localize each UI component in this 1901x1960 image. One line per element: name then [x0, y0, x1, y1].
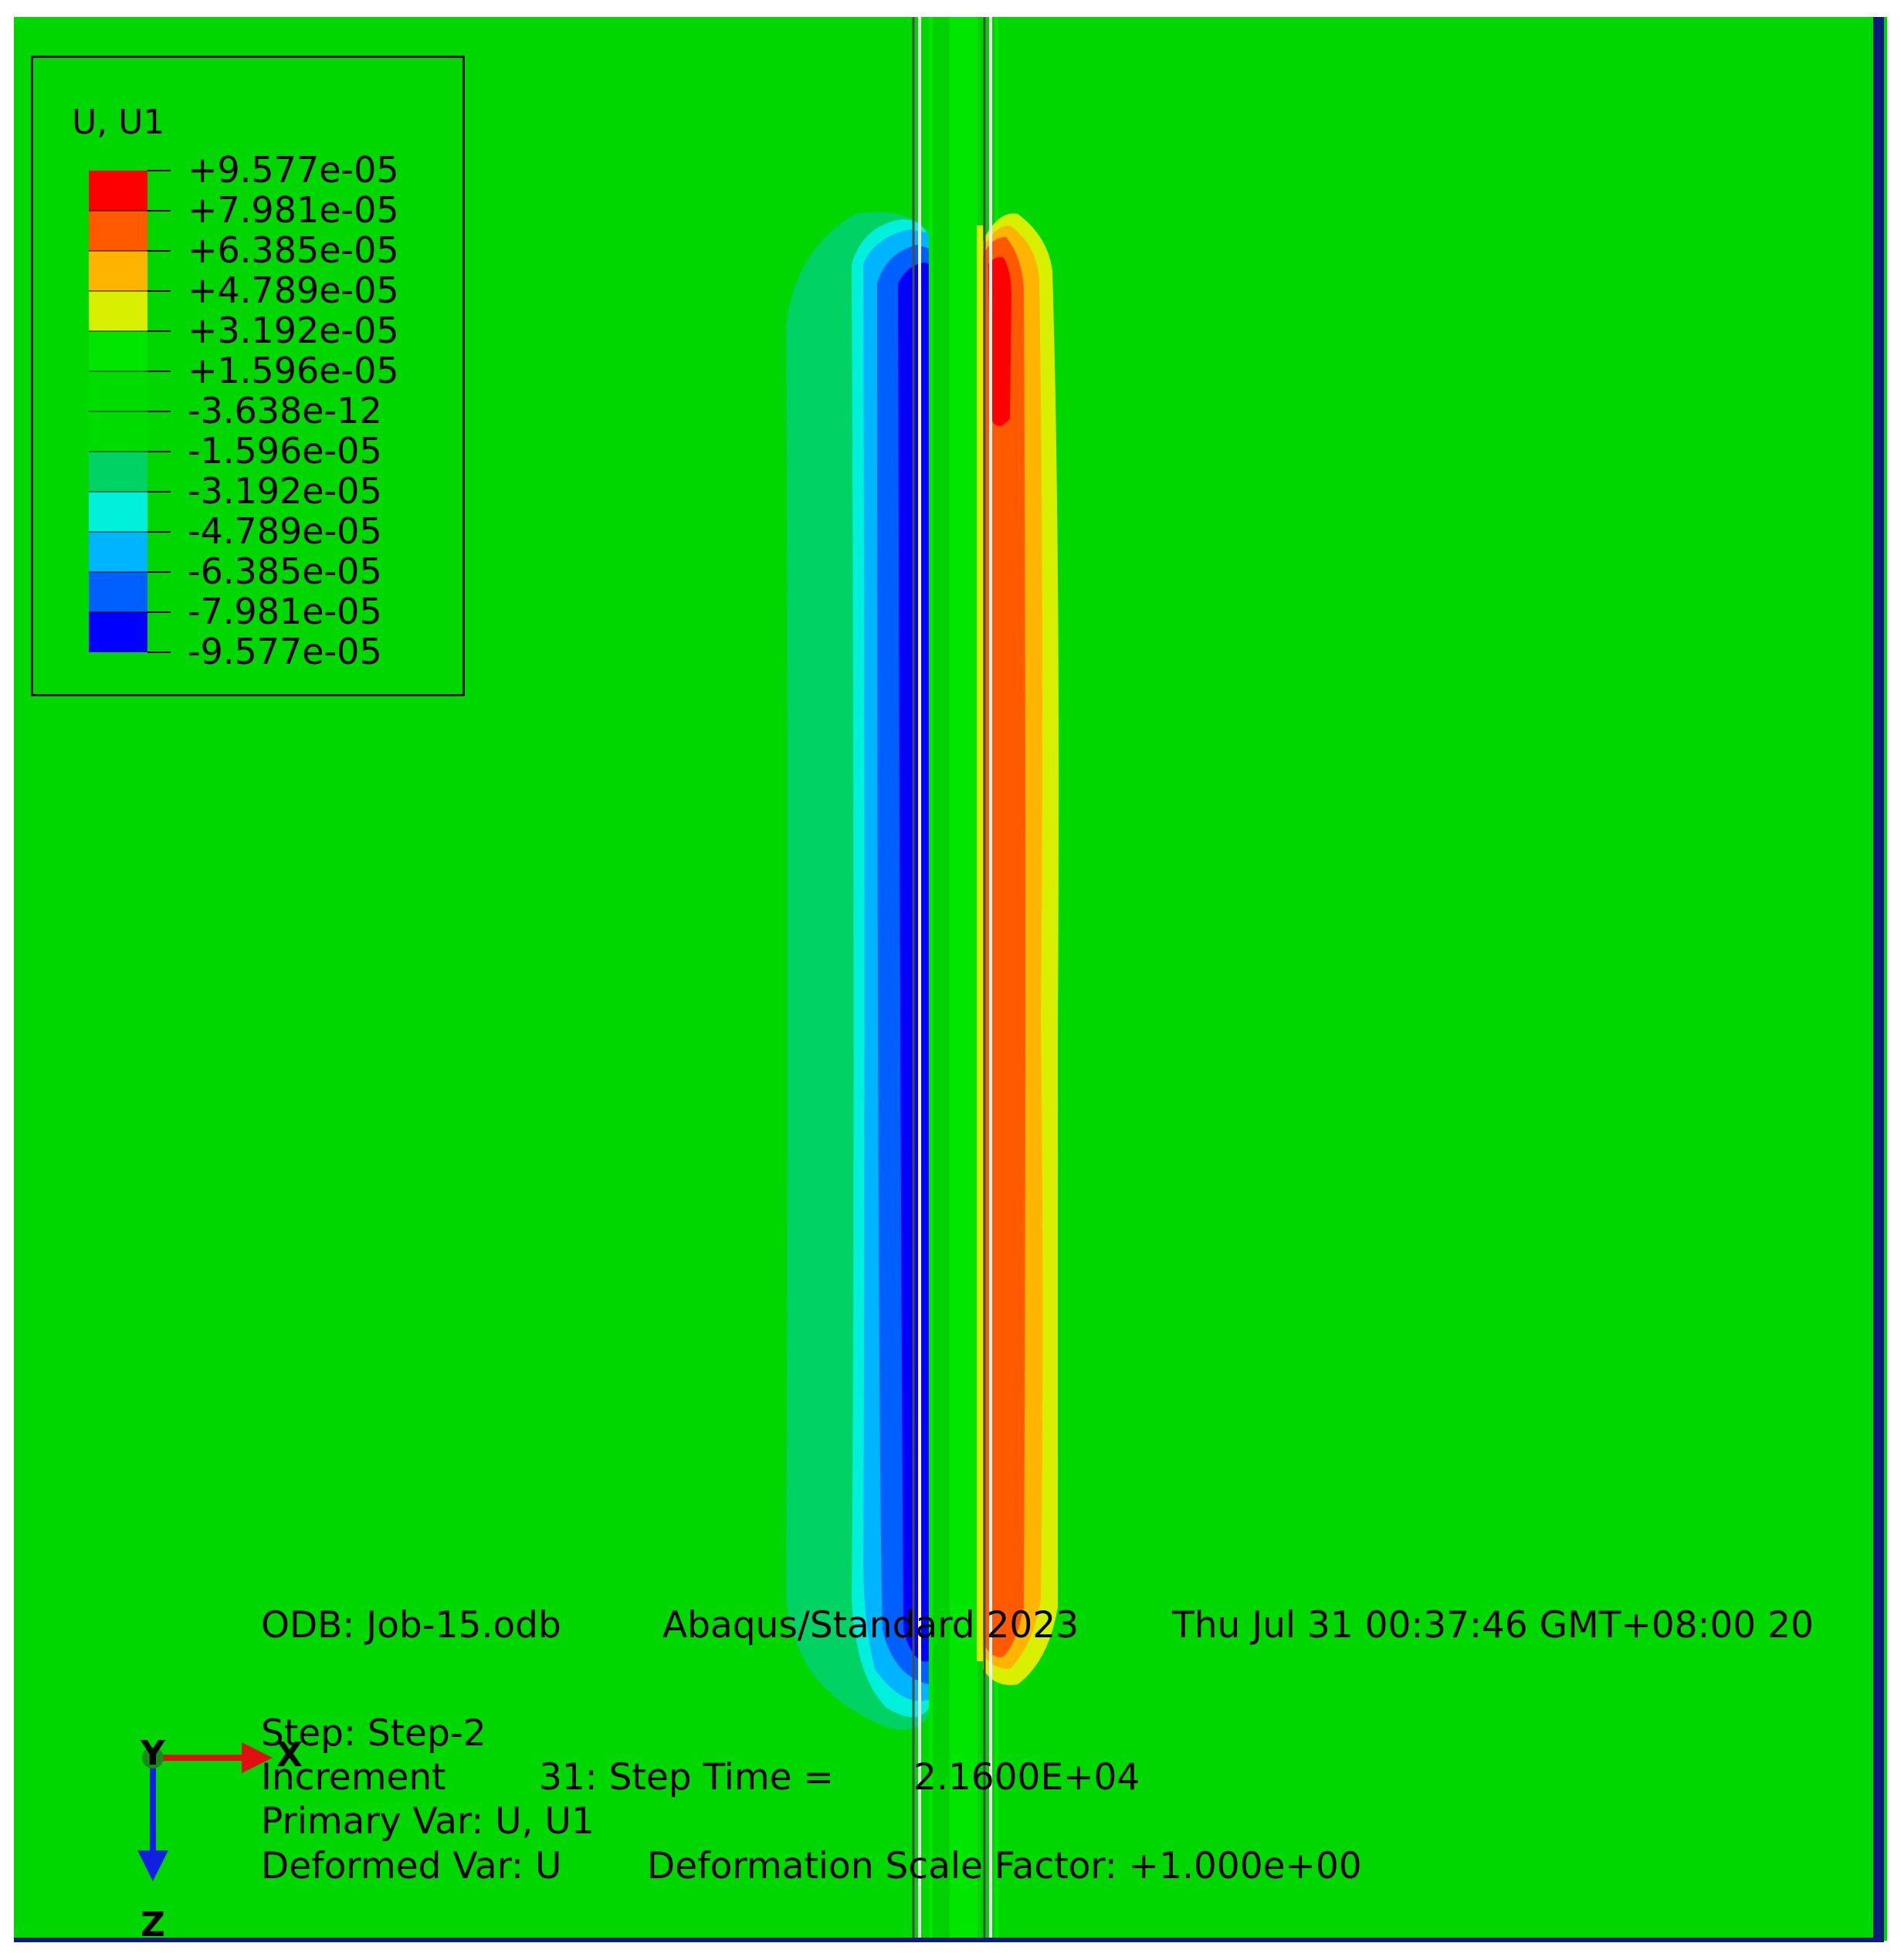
legend-tick: [147, 451, 171, 452]
x-axis-arrowhead: [242, 1742, 273, 1773]
center-shade-left: [933, 17, 950, 1941]
info-step: Step: Step-2: [261, 1712, 486, 1755]
legend-tick: [147, 250, 171, 252]
legend-tick: [147, 330, 171, 332]
viewport-right-border: [1873, 17, 1884, 1941]
legend-level-label: -9.577e-05: [188, 631, 382, 672]
legend-tick: [147, 411, 171, 412]
legend-level-label: -3.638e-12: [188, 390, 382, 432]
legend-separator: [89, 371, 147, 372]
legend-level-label: +9.577e-05: [188, 149, 399, 191]
legend-separator: [89, 611, 147, 613]
contour-band-pos-4: [988, 257, 1011, 426]
info-step-time: 2.1600E+04: [913, 1756, 1140, 1799]
info-odb: ODB: Job-15.odb: [261, 1604, 561, 1647]
info-increment-label: Increment: [261, 1756, 446, 1799]
legend-swatch: [89, 251, 147, 291]
contour-band-yellow-strip: [977, 225, 983, 1661]
legend-swatch: [89, 211, 147, 251]
legend-swatch: [89, 171, 147, 211]
legend-swatch: [89, 572, 147, 612]
info-increment-value: 31: Step Time =: [539, 1756, 834, 1799]
legend-tick: [147, 290, 171, 292]
legend-swatch: [89, 411, 147, 452]
info-datetime: Thu Jul 31 00:37:46 GMT+08:00 20: [1172, 1604, 1814, 1647]
info-scale-factor: Deformation Scale Factor: +1.000e+00: [647, 1845, 1362, 1887]
legend-level-label: -6.385e-05: [188, 550, 382, 592]
legend-separator: [89, 210, 147, 212]
legend-level-label: +4.789e-05: [188, 269, 399, 311]
legend-swatch: [89, 612, 147, 652]
legend-separator: [89, 411, 147, 412]
legend-swatch: [89, 492, 147, 532]
triad-arrows: [137, 1742, 273, 1881]
x-axis-label: X: [276, 1735, 303, 1775]
legend-swatch: [89, 291, 147, 331]
legend-separator: [89, 491, 147, 493]
legend-level-label: +3.192e-05: [188, 310, 399, 351]
legend-level-label: -4.789e-05: [188, 510, 382, 552]
legend-tick: [147, 491, 171, 493]
legend-level-label: -7.981e-05: [188, 591, 382, 632]
contour-band-pos-3: [983, 237, 1025, 1657]
legend-separator: [89, 250, 147, 252]
legend-tick: [147, 652, 171, 653]
legend-tick: [147, 210, 171, 212]
legend-tick: [147, 371, 171, 372]
viewport[interactable]: U, U1 +9.577e-05 +7.981e-05 +6.385e-05 +4.7…: [14, 17, 1887, 1941]
z-axis-arrowhead: [137, 1850, 168, 1881]
legend-swatch: [89, 331, 147, 371]
legend-swatch: [89, 371, 147, 411]
info-solver: Abaqus/Standard 2023: [662, 1604, 1079, 1647]
contour-plot: [786, 17, 1059, 1941]
legend-tick: [147, 571, 171, 573]
legend-box: U, U1 +9.577e-05 +7.981e-05 +6.385e-05 +4.7…: [31, 56, 465, 696]
z-axis-label: Z: [141, 1905, 165, 1941]
legend-tick: [147, 170, 171, 171]
axis-triad[interactable]: Y X Z: [130, 1734, 303, 1941]
legend-title: U, U1: [72, 103, 165, 142]
viewport-bottom-border: [14, 1938, 1884, 1942]
legend-swatch: [89, 532, 147, 572]
y-axis-label: Y: [141, 1734, 165, 1773]
legend-level-label: +7.981e-05: [188, 189, 399, 231]
legend-separator: [89, 571, 147, 573]
legend-separator: [89, 451, 147, 452]
info-deformed-var: Deformed Var: U: [261, 1845, 562, 1887]
legend-tick: [147, 611, 171, 613]
legend-separator: [89, 531, 147, 533]
legend-level-label: -3.192e-05: [188, 470, 382, 512]
legend-tick: [147, 531, 171, 533]
y-axis-dot: [142, 1747, 164, 1769]
legend-separator: [89, 330, 147, 332]
legend-swatch: [89, 452, 147, 492]
legend-level-label: +6.385e-05: [188, 229, 399, 271]
legend-level-label: +1.596e-05: [188, 350, 399, 391]
legend-separator: [89, 290, 147, 292]
legend-level-label: -1.596e-05: [188, 430, 382, 472]
info-primary-var: Primary Var: U, U1: [261, 1800, 595, 1843]
